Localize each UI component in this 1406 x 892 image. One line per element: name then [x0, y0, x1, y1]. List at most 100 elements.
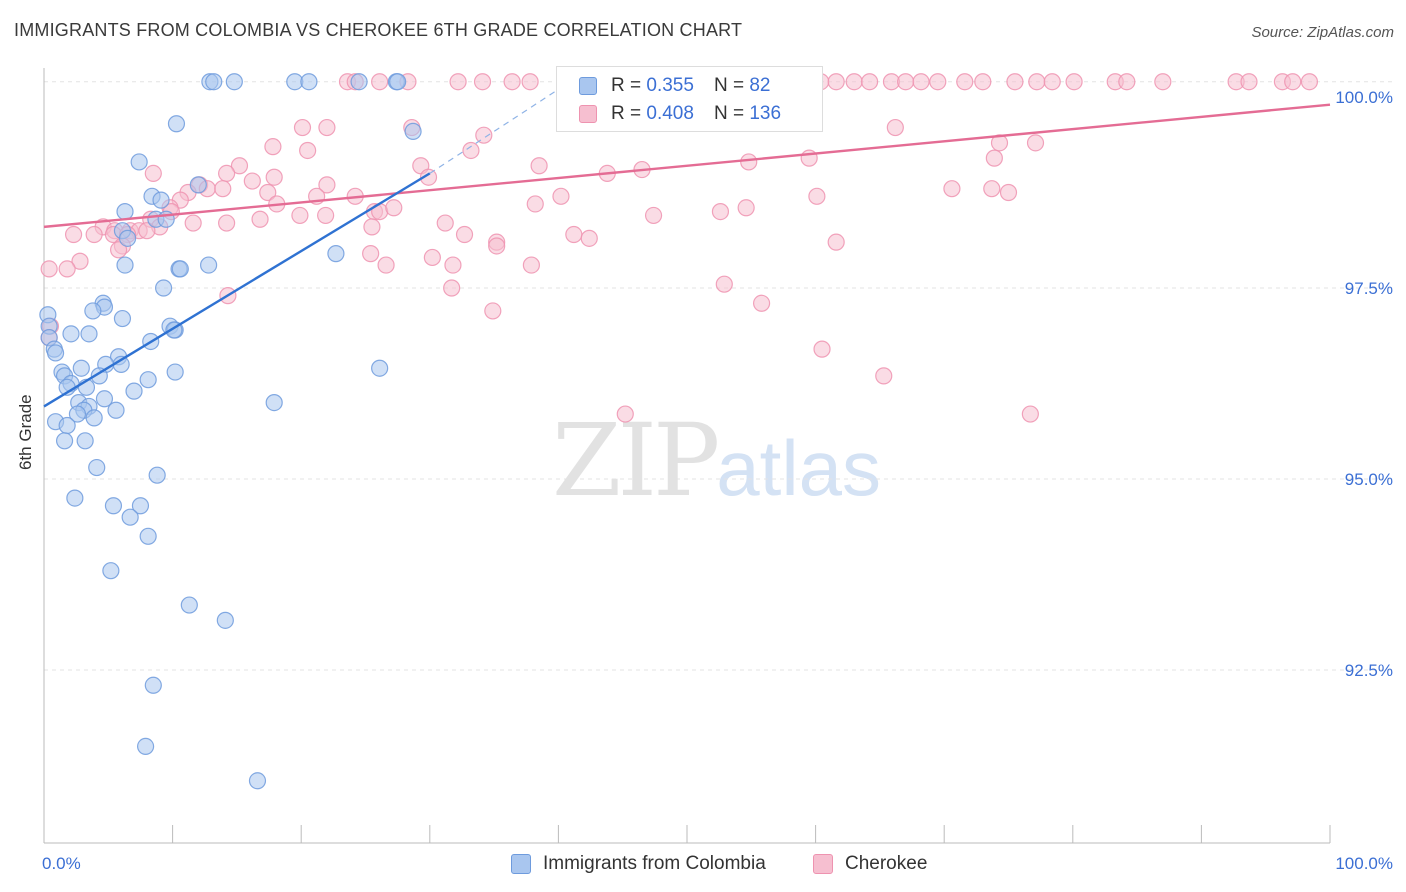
cherokee-point [1043, 73, 1061, 91]
legend-r-value-cherokee: 0.408 [646, 103, 694, 124]
cherokee-point [983, 180, 1001, 198]
cherokee-point [956, 73, 974, 91]
cherokee-point [875, 367, 893, 385]
colombia-point [154, 279, 173, 297]
colombia-point [95, 390, 114, 408]
cherokee-point [715, 275, 733, 293]
colombia-point [265, 394, 283, 412]
cherokee-point [530, 157, 548, 175]
cherokee-point [265, 168, 283, 186]
y-tick-label: 95.0% [1345, 470, 1393, 489]
bottom-legend-swatch-cherokee [813, 854, 833, 874]
legend-n-value-colombia: 82 [749, 75, 771, 96]
colombia-point [88, 458, 106, 477]
cherokee-point [40, 260, 58, 278]
colombia-point [148, 466, 166, 484]
cherokee-point [737, 199, 755, 217]
cherokee-point [1065, 73, 1083, 91]
legend-r-label: R = [611, 103, 642, 124]
legend-row-cherokee: R = 0.408 N = 136 [579, 101, 781, 127]
cherokee-point [912, 73, 930, 91]
cherokee-point [974, 73, 992, 91]
colombia-point [66, 489, 84, 507]
cherokee-point [436, 214, 454, 232]
cherokee-point [85, 225, 103, 244]
cherokee-point [475, 126, 493, 144]
colombia-trend-line [43, 172, 431, 408]
cherokee-point [184, 214, 202, 232]
colombia-point [121, 508, 139, 526]
colombia-point [107, 401, 125, 419]
colombia-point [46, 344, 65, 362]
cherokee-point [813, 340, 831, 358]
colombia-point [130, 153, 148, 171]
colombia-point [216, 611, 234, 629]
cherokee-point [318, 118, 336, 137]
cherokee-point [1284, 73, 1302, 91]
bottom-legend-colombia: Immigrants from Colombia [511, 852, 766, 876]
cherokee-point [318, 176, 336, 194]
legend-r-label: R = [611, 75, 642, 96]
cherokee-point [259, 183, 277, 202]
cherokee-point [144, 164, 162, 182]
colombia-trend-extension [429, 88, 559, 174]
colombia-point [136, 737, 155, 756]
colombia-point [180, 596, 198, 614]
cherokee-point [521, 73, 539, 91]
stats-legend: R = 0.355 N = 82 R = 0.408 N = 136 [556, 66, 823, 132]
y-axis-label: 6th Grade [16, 394, 35, 470]
cherokee-point [845, 73, 863, 91]
cherokee-point [64, 225, 83, 244]
colombia-point [102, 562, 120, 580]
cherokee-point [990, 134, 1009, 152]
cherokee-point [377, 256, 395, 274]
cherokee-point [488, 237, 506, 255]
colombia-point [131, 497, 150, 515]
cherokee-point [985, 149, 1003, 167]
cherokee-point [362, 245, 380, 263]
y-tick-label: 92.5% [1345, 661, 1393, 680]
cherokee-point [740, 153, 758, 171]
cherokee-point [644, 206, 663, 225]
watermark-atlas: atlas [716, 424, 882, 512]
legend-swatch-cherokee [579, 105, 597, 123]
bottom-legend-label-colombia: Immigrants from Colombia [543, 853, 766, 874]
colombia-point [104, 497, 123, 515]
colombia-point [404, 122, 422, 140]
bottom-legend-swatch-colombia [511, 854, 531, 874]
legend-n-value-cherokee: 136 [749, 103, 782, 124]
cherokee-point [293, 118, 312, 137]
colombia-point [76, 432, 94, 450]
cherokee-trend-line [43, 103, 1331, 229]
colombia-point [167, 115, 186, 133]
cherokee-point [317, 206, 335, 225]
cherokee-point [109, 241, 128, 259]
cherokee-point [1028, 73, 1046, 91]
cherokee-point [929, 73, 947, 91]
colombia-point [118, 229, 137, 247]
colombia-point [55, 432, 74, 450]
colombia-point [116, 256, 134, 274]
cherokee-point [423, 248, 441, 267]
cherokee-point [1300, 73, 1319, 91]
legend-r-value-colombia: 0.355 [646, 75, 694, 96]
cherokee-point [230, 157, 249, 175]
cherokee-point [522, 256, 540, 274]
watermark-zip: ZIP [552, 402, 720, 519]
colombia-point [300, 73, 318, 91]
cherokee-point [449, 73, 467, 91]
cherokee-point [443, 279, 461, 297]
colombia-point [85, 409, 103, 427]
cherokee-point [1021, 405, 1039, 423]
cherokee-point [861, 73, 879, 91]
colombia-point [72, 359, 90, 377]
colombia-point [200, 256, 218, 274]
cherokee-point [218, 164, 236, 182]
cherokee-point [503, 73, 521, 91]
cherokee-point [1006, 73, 1024, 91]
colombia-point [62, 325, 80, 343]
bottom-legend-cherokee: Cherokee [813, 852, 927, 876]
legend-n-label: N = [713, 75, 745, 96]
cherokee-point [385, 199, 403, 217]
